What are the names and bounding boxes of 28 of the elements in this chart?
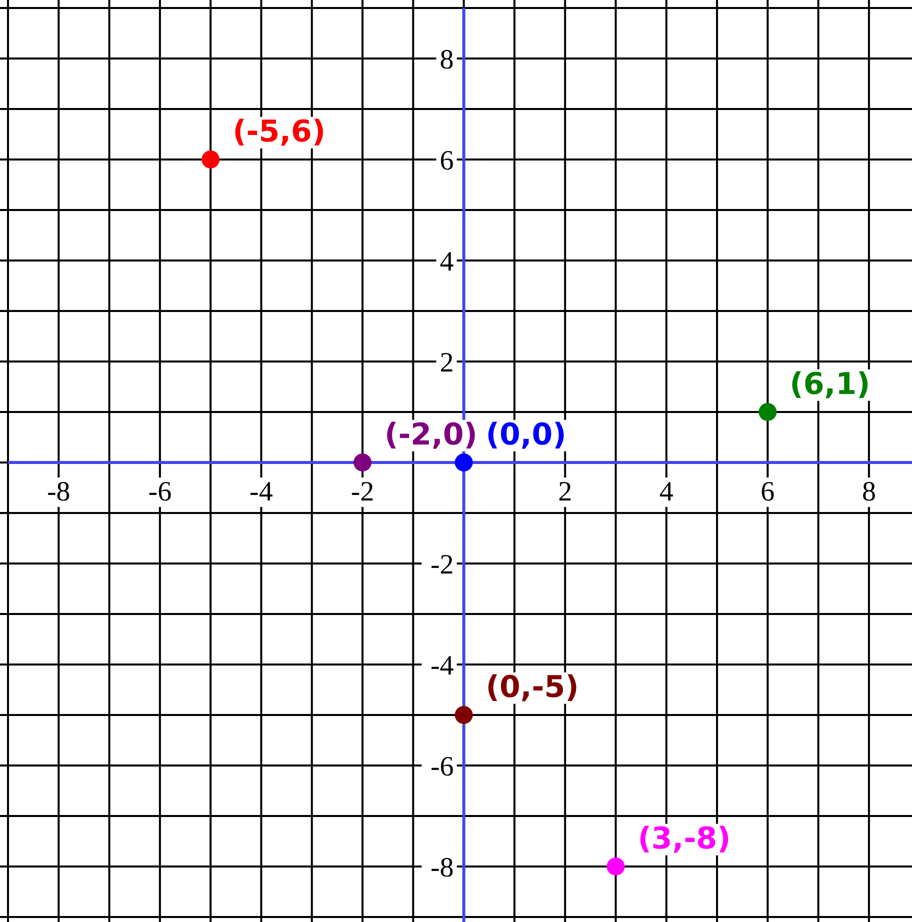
point [202, 150, 220, 168]
y-tick-label: -4 [430, 650, 454, 682]
y-tick-label: 8 [440, 44, 454, 76]
x-tick-label: 2 [558, 476, 572, 508]
y-tick-label: -6 [430, 751, 454, 782]
y-tick-label: 6 [440, 145, 454, 176]
point [606, 857, 625, 876]
annotation: (-2,0) [384, 417, 478, 452]
y-tick-label: 4 [440, 246, 454, 278]
annotation: (3,-8) [638, 821, 731, 856]
x-tick-label: -6 [148, 476, 172, 508]
annotation: (0,0) [486, 417, 566, 452]
y-tick-label: -2 [430, 549, 454, 580]
x-tick-label: 8 [862, 476, 876, 508]
y-tick-label: -8 [430, 852, 454, 884]
x-tick-label: -4 [250, 476, 273, 508]
x-tick-label: 6 [760, 476, 775, 508]
annotation: (-5,6) [232, 114, 326, 150]
point [354, 453, 372, 472]
annotation: (6,1) [790, 366, 870, 402]
x-tick-label: -8 [46, 476, 70, 508]
annotation: (0,-5) [486, 670, 579, 705]
point [758, 402, 777, 421]
point [454, 706, 473, 724]
x-tick-label: -2 [350, 476, 374, 508]
x-tick-label: 4 [659, 476, 674, 508]
y-tick-label: 2 [440, 347, 454, 378]
point [454, 453, 473, 472]
